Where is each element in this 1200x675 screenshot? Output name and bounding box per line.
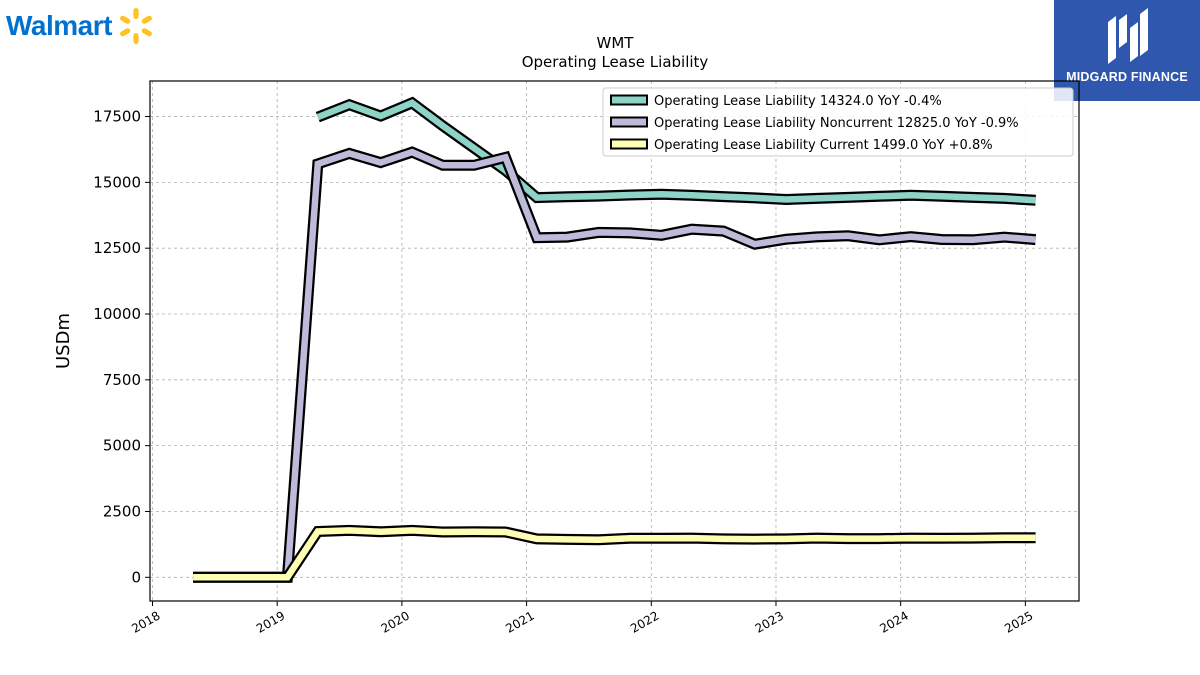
legend-swatch [610, 94, 648, 106]
chart-title: WMT [597, 34, 635, 52]
x-tick-label: 2025 [1002, 608, 1035, 635]
y-tick-label: 10000 [93, 305, 141, 323]
walmart-logo: Walmart [6, 4, 156, 48]
legend-label: Operating Lease Liability 14324.0 YoY -0… [654, 94, 942, 109]
y-tick-label: 12500 [93, 239, 141, 257]
legend-box [602, 87, 1074, 157]
y-tick-label: 5000 [103, 437, 141, 455]
walmart-wordmark: Walmart [6, 10, 112, 41]
y-tick-label: 0 [131, 568, 141, 586]
legend-entry-1: Operating Lease Liability 14324.0 YoY -0… [610, 94, 942, 109]
legend-entry-3: Operating Lease Liability Current 1499.0… [610, 138, 993, 153]
series-1 [315, 96, 1036, 206]
x-tick-label: 2023 [753, 608, 786, 635]
y-tick-label: 15000 [93, 173, 141, 191]
series-2 [193, 146, 1037, 583]
x-tick-label: 2019 [254, 608, 287, 635]
series-line-outline [193, 146, 1037, 583]
midgard-finance-logo: MIDGARD FINANCE [1054, 0, 1200, 101]
legend-label: Operating Lease Liability Noncurrent 128… [654, 116, 1019, 131]
series-line [193, 527, 1036, 581]
chart-subtitle: Operating Lease Liability [522, 53, 709, 71]
x-tick-label: 2022 [628, 608, 661, 635]
walmart-spark-icon [120, 8, 152, 44]
plot-frame [149, 80, 1080, 602]
legend-swatch [610, 116, 648, 128]
midgard-monogram-icon [1108, 8, 1148, 64]
grid [150, 81, 1079, 601]
series-lines [193, 96, 1037, 583]
y-tick-label: 7500 [103, 371, 141, 389]
series-3 [193, 524, 1036, 583]
midgard-brand-text: MIDGARD FINANCE [1066, 70, 1188, 84]
legend: Operating Lease Liability 14324.0 YoY -0… [602, 87, 1074, 157]
x-tick-label: 2020 [379, 608, 412, 635]
y-tick-label: 2500 [103, 502, 141, 520]
axes: 2018 2019 2020 2021 2022 2023 2024 2025 0 2500 500… [93, 108, 1035, 636]
legend-swatch [610, 138, 648, 150]
series-line [193, 148, 1036, 581]
x-tick-label: 2018 [129, 608, 162, 635]
series-line [316, 99, 1036, 204]
legend-entry-2: Operating Lease Liability Noncurrent 128… [610, 116, 1019, 131]
x-tick-label: 2021 [503, 608, 536, 635]
y-axis-label: USDm [53, 313, 74, 369]
legend-label: Operating Lease Liability Current 1499.0… [654, 138, 993, 153]
y-tick-label: 17500 [93, 108, 141, 126]
x-tick-label: 2024 [877, 608, 910, 635]
